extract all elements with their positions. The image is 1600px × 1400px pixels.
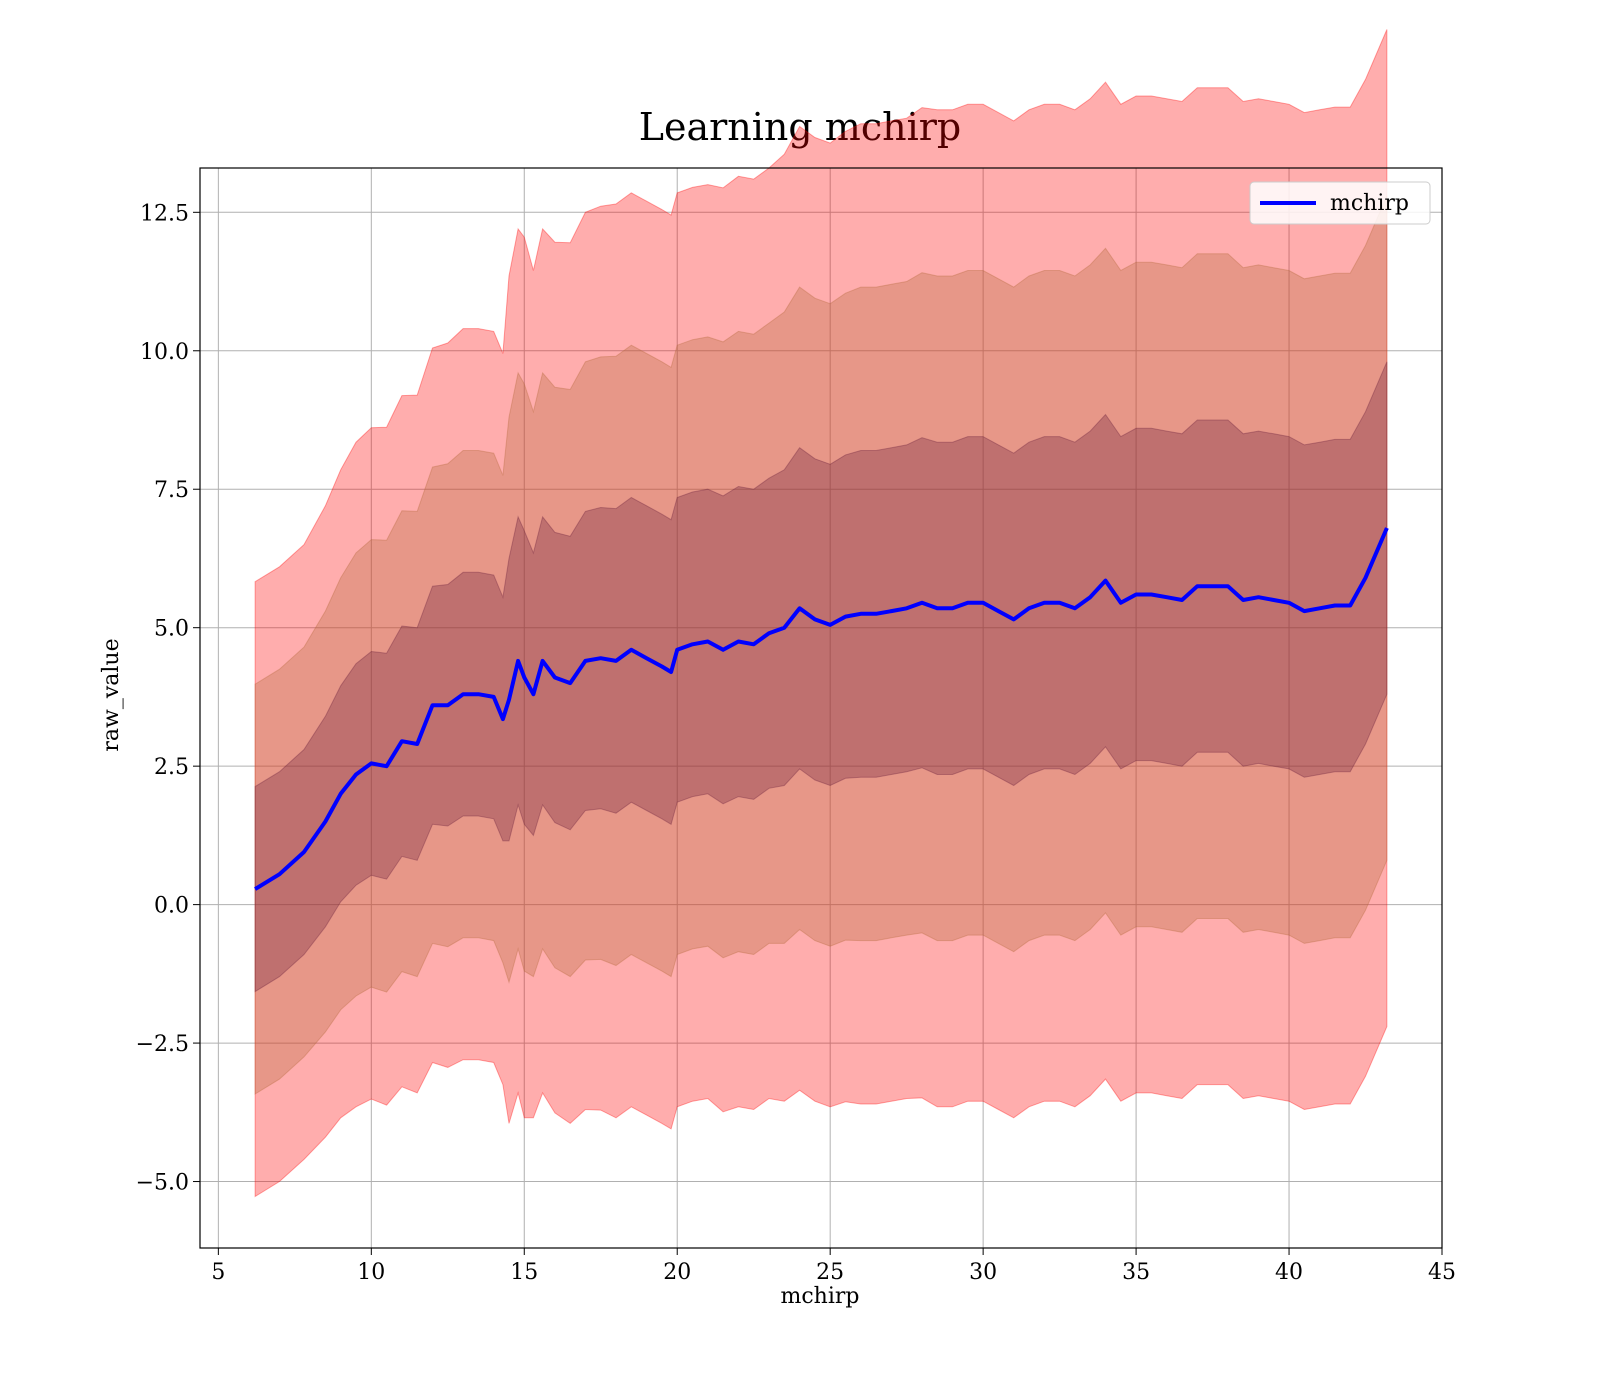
y-tick-label: 0.0 [154,894,189,919]
legend-label: mchirp [1330,191,1409,216]
y-axis-label: raw_value [99,638,124,751]
grid [200,168,1443,1248]
band-3-sigma [254,29,1388,1198]
x-tick-label: 20 [663,1260,691,1285]
y-tick-label: 5.0 [154,617,189,642]
y-tick-label: 10.0 [140,340,189,365]
y-tick-label: −5.0 [136,1171,189,1196]
legend: mchirp [1249,181,1431,225]
band-1-sigma [254,361,1388,993]
y-tick-label: −2.5 [136,1032,189,1057]
x-tick-label: 15 [510,1260,538,1285]
series-line-mchirp [254,527,1389,891]
x-tick-label: 40 [1275,1260,1303,1285]
plot-frame [199,167,1443,1249]
chart-title: Learning mchirp [639,105,961,149]
band-2-sigma [254,195,1388,1095]
y-tick-label: 12.5 [140,201,189,226]
x-tick-label: 35 [1122,1260,1150,1285]
x-tick-label: 25 [816,1260,844,1285]
x-tick-label: 45 [1428,1260,1456,1285]
legend-box [1249,181,1431,225]
x-tick-label: 10 [357,1260,385,1285]
x-axis-label: mchirp [781,1284,860,1309]
x-tick-label: 30 [969,1260,997,1285]
x-tick-label: 5 [211,1260,225,1285]
axis-ticks: 5 10 15 20 25 30 35 40 45 −5.0 −2.5 0.0 2.5 5.0 7.5 10.… [136,201,1456,1285]
uncertainty-bands [254,29,1388,1198]
y-tick-label: 7.5 [154,478,189,503]
y-tick-label: 2.5 [154,755,189,780]
series-lines [254,527,1389,891]
